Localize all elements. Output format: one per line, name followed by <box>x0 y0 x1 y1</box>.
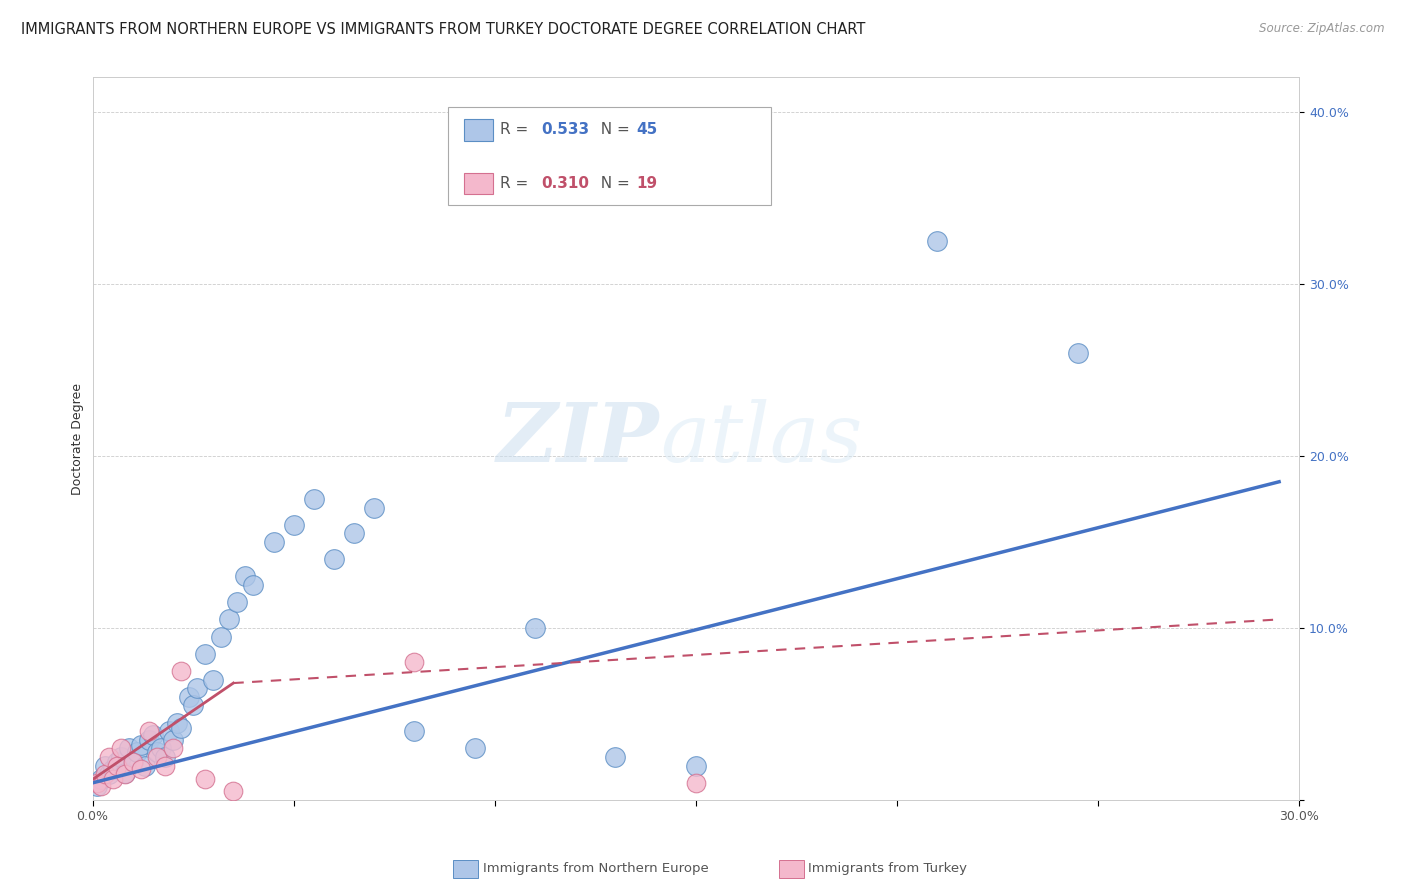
Point <box>524 621 547 635</box>
Text: 0.310: 0.310 <box>541 176 589 191</box>
Text: ZIP: ZIP <box>498 399 659 479</box>
Point <box>129 738 152 752</box>
Point <box>170 721 193 735</box>
Point <box>209 630 232 644</box>
Y-axis label: Doctorate Degree: Doctorate Degree <box>72 383 84 495</box>
Point <box>97 750 120 764</box>
Point <box>322 552 344 566</box>
Point <box>110 741 132 756</box>
Point <box>153 758 176 772</box>
Point <box>118 741 141 756</box>
Point <box>105 758 128 772</box>
Point <box>927 234 949 248</box>
Point <box>110 750 132 764</box>
Point <box>97 767 120 781</box>
Point <box>90 780 112 794</box>
Point <box>343 526 366 541</box>
Point <box>685 776 707 790</box>
Point <box>138 724 160 739</box>
Text: 0.533: 0.533 <box>541 122 591 137</box>
Point <box>605 750 627 764</box>
Point <box>90 772 112 787</box>
Point <box>170 664 193 678</box>
Point <box>194 772 217 787</box>
Point <box>235 569 257 583</box>
Point <box>146 745 169 759</box>
Text: Immigrants from Turkey: Immigrants from Turkey <box>808 863 967 875</box>
Point <box>93 758 115 772</box>
Text: 45: 45 <box>636 122 657 137</box>
Text: Source: ZipAtlas.com: Source: ZipAtlas.com <box>1260 22 1385 36</box>
Point <box>146 750 169 764</box>
Point <box>194 647 217 661</box>
Text: Immigrants from Northern Europe: Immigrants from Northern Europe <box>482 863 709 875</box>
Text: R =: R = <box>499 176 533 191</box>
Point <box>222 784 245 798</box>
Point <box>283 517 305 532</box>
Point <box>157 724 180 739</box>
Point <box>129 762 152 776</box>
Point <box>105 755 128 769</box>
Point <box>93 767 115 781</box>
Point <box>153 750 176 764</box>
Point <box>302 491 325 506</box>
Text: atlas: atlas <box>659 399 862 479</box>
Point <box>263 535 285 549</box>
Point <box>186 681 208 696</box>
Point <box>101 772 124 787</box>
Point <box>121 755 143 769</box>
Point <box>149 741 172 756</box>
Point <box>86 780 108 794</box>
Point <box>177 690 200 704</box>
Point <box>685 758 707 772</box>
Point <box>226 595 249 609</box>
Point <box>162 732 184 747</box>
Point <box>218 612 240 626</box>
Point <box>134 758 156 772</box>
Point <box>242 578 264 592</box>
Text: 19: 19 <box>636 176 657 191</box>
Point <box>1067 345 1090 359</box>
Point <box>166 715 188 730</box>
Text: IMMIGRANTS FROM NORTHERN EUROPE VS IMMIGRANTS FROM TURKEY DOCTORATE DEGREE CORRE: IMMIGRANTS FROM NORTHERN EUROPE VS IMMIG… <box>21 22 866 37</box>
Point <box>162 741 184 756</box>
Point <box>404 724 426 739</box>
Point <box>142 728 165 742</box>
Text: R =: R = <box>499 122 533 137</box>
Point <box>181 698 204 713</box>
Point <box>404 656 426 670</box>
Point <box>101 762 124 776</box>
Point <box>464 741 486 756</box>
Text: N =: N = <box>591 176 634 191</box>
Text: N =: N = <box>591 122 634 137</box>
Point <box>121 755 143 769</box>
Point <box>363 500 385 515</box>
Point <box>114 767 136 781</box>
Point <box>202 673 225 687</box>
Point <box>114 765 136 780</box>
Point <box>125 745 148 759</box>
Point <box>86 776 108 790</box>
Point <box>138 732 160 747</box>
